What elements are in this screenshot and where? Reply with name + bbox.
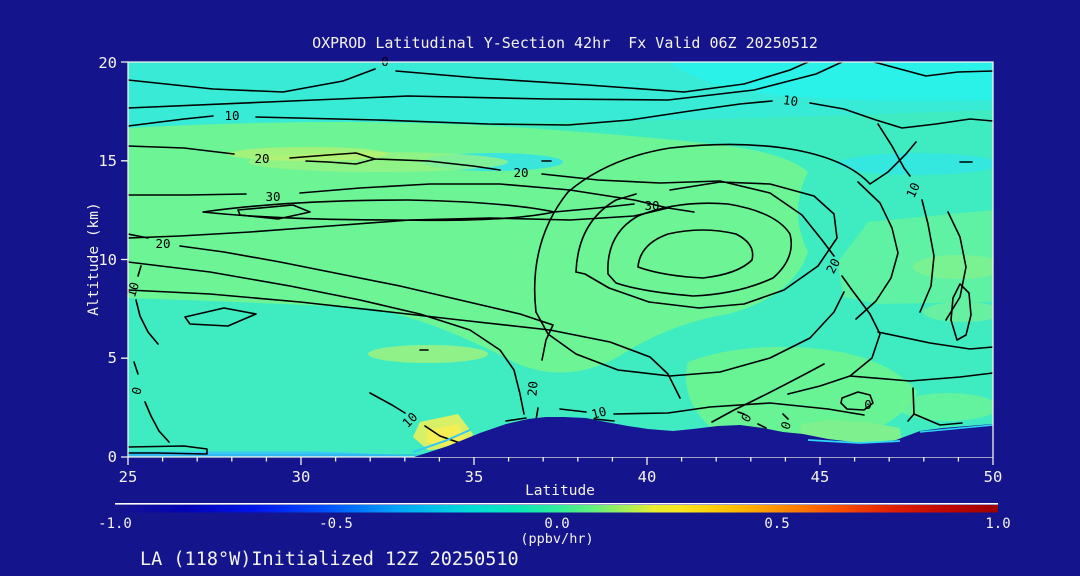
contour-label: 20 — [823, 256, 843, 276]
colorbar-tick-label: -1.0 — [98, 516, 132, 532]
contour-lines — [128, 62, 993, 455]
y-tick-label: 5 — [108, 349, 117, 367]
contour-label: 0 — [128, 385, 144, 396]
x-tick-label: 45 — [811, 468, 830, 486]
axis-ticks — [121, 61, 994, 465]
colorbar-gradient — [115, 505, 998, 513]
y-axis-title: Altitude (km) — [86, 202, 102, 316]
x-tick-label: 40 — [638, 468, 657, 486]
x-tick-label: 50 — [984, 468, 1003, 486]
y-tick-label: 15 — [98, 152, 117, 170]
colorbar-top-line — [115, 503, 998, 505]
terrain-silhouette — [412, 417, 993, 457]
contour-label: 0 — [864, 397, 872, 412]
y-major-ticks — [121, 61, 128, 458]
contour-label: 30 — [644, 198, 659, 213]
contour-label: 20 — [155, 236, 170, 251]
contour-label: 10 — [590, 403, 608, 421]
x-major-ticks — [127, 457, 994, 465]
contour-label: 10 — [903, 180, 923, 200]
colorbar-units-label: (ppbv/hr) — [520, 531, 593, 547]
x-axis-title: Latitude — [525, 483, 595, 499]
contour-label: 20 — [254, 151, 269, 166]
colorbar-tick-label: 0.0 — [544, 516, 569, 532]
x-tick-label: 25 — [119, 468, 138, 486]
initialization-footer: LA (118°W)Initialized 12Z 20250510 — [140, 549, 519, 570]
y-tick-label: 20 — [98, 54, 117, 72]
x-minor-ticks — [161, 457, 960, 462]
colorbar-tick-label: -0.5 — [319, 516, 353, 532]
y-tick-label: 10 — [98, 251, 117, 269]
colorbar-tick-label: 0.5 — [764, 516, 789, 532]
plot-area — [128, 62, 993, 457]
page-title: OXPROD Latitudinal Y-Section 42hr Fx Val… — [312, 34, 818, 52]
colorbar: -1.0 -0.5 0.0 0.5 1.0 (ppbv/hr) — [98, 503, 1011, 547]
x-tick-label: 30 — [292, 468, 311, 486]
contour-label: 20 — [513, 165, 528, 180]
filled-contour-regions — [128, 62, 993, 457]
terrain-azure-edge — [412, 429, 471, 453]
colorbar-tick-label: 1.0 — [985, 516, 1010, 532]
contour-label: 10 — [782, 92, 799, 109]
axis-labels: 20 15 10 5 0 25 30 35 40 45 50 Latitude … — [86, 54, 1002, 499]
y-tick-label: 0 — [108, 448, 117, 466]
contour-label: 20 — [524, 380, 540, 396]
x-tick-label: 35 — [465, 468, 484, 486]
contour-label: 30 — [265, 189, 280, 204]
contour-label: 10 — [224, 108, 239, 123]
